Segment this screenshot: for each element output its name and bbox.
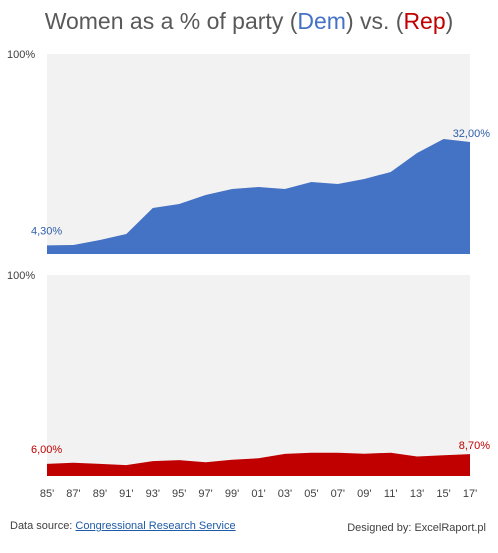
data-source: Data source: Congressional Research Serv…: [10, 520, 236, 532]
x-tick-label: 85': [40, 488, 54, 500]
chart-title: Women as a % of party (Dem) vs. (Rep): [0, 8, 498, 35]
x-tick-label: 89': [93, 488, 107, 500]
x-tick-label: 87': [66, 488, 80, 500]
x-tick-label: 13': [410, 488, 424, 500]
x-tick-label: 01': [251, 488, 265, 500]
data-source-prefix: Data source:: [10, 520, 76, 532]
rep-last-label: 8,70%: [459, 440, 490, 452]
title-prefix: Women as a % of party (: [44, 8, 298, 34]
title-dem: Dem: [297, 8, 346, 34]
x-tick-label: 05': [304, 488, 318, 500]
x-tick-label: 03': [278, 488, 292, 500]
rep-area-series: [47, 452, 470, 476]
title-rep: Rep: [403, 8, 446, 34]
dem-last-label: 32,00%: [453, 128, 491, 140]
designed-by: Designed by: ExcelRaport.pl: [347, 522, 486, 534]
rep-first-label: 6,00%: [31, 444, 62, 456]
x-tick-label: 09': [357, 488, 371, 500]
x-tick-label: 95': [172, 488, 186, 500]
title-suffix: ): [445, 8, 454, 34]
data-source-link[interactable]: Congressional Research Service: [75, 520, 236, 532]
x-tick-label: 93': [146, 488, 160, 500]
x-tick-label: 07': [331, 488, 345, 500]
dem-area-series: [47, 139, 470, 254]
x-tick-label: 91': [119, 488, 133, 500]
dem-first-label: 4,30%: [31, 225, 62, 237]
x-tick-label: 97': [198, 488, 212, 500]
rep-plot-area: [47, 275, 470, 476]
rep-ytick-100: 100%: [7, 270, 35, 282]
dem-ytick-100: 100%: [7, 49, 35, 61]
x-tick-label: 11': [384, 488, 398, 500]
title-middle: ) vs. (: [345, 8, 404, 34]
x-tick-label: 17': [463, 488, 477, 500]
x-tick-label: 99': [225, 488, 239, 500]
x-tick-label: 15': [436, 488, 450, 500]
